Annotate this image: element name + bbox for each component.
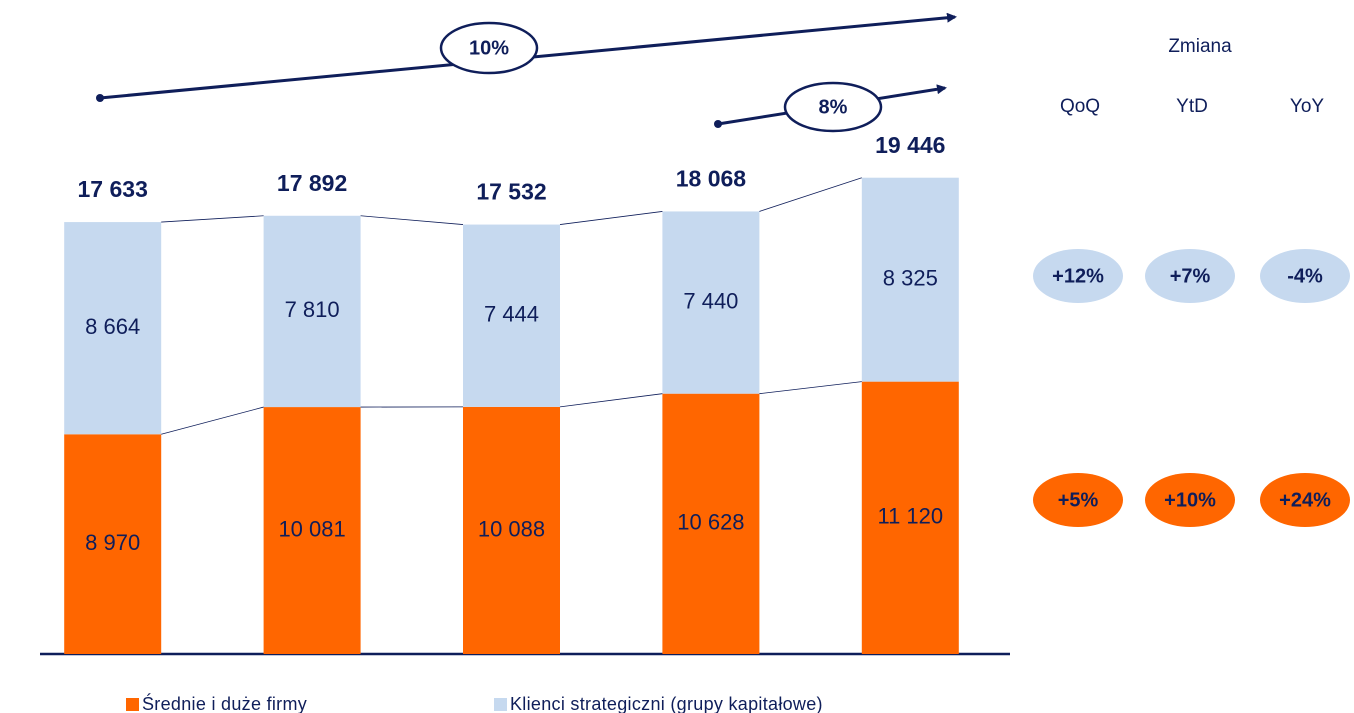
change-title: Zmiana bbox=[1168, 36, 1232, 57]
annotation: 10% bbox=[469, 37, 509, 59]
change-label: +7% bbox=[1170, 265, 1211, 287]
value-label: 10 628 bbox=[677, 510, 744, 535]
bar-segment bbox=[64, 222, 162, 435]
total-label: 18 068 bbox=[676, 166, 747, 192]
bar-segment bbox=[463, 224, 560, 407]
change-badge bbox=[1033, 249, 1123, 303]
bar-segment bbox=[64, 434, 162, 654]
change-badge bbox=[1145, 249, 1235, 303]
total-label: 17 633 bbox=[78, 176, 148, 202]
bar-segment bbox=[263, 407, 361, 654]
bar-segment bbox=[463, 406, 560, 654]
connector bbox=[559, 211, 663, 225]
value-label: 7 810 bbox=[285, 297, 340, 322]
total-label: 19 446 bbox=[875, 132, 945, 158]
connector bbox=[360, 215, 464, 225]
connector bbox=[759, 177, 862, 212]
bar-segment bbox=[662, 211, 760, 394]
trend-arrow: 10% bbox=[96, 12, 957, 102]
legend-label: Klienci strategiczni (grupy kapitałowe) bbox=[510, 694, 823, 713]
change-label: -4% bbox=[1287, 265, 1323, 287]
column-header: YoY bbox=[1290, 96, 1324, 117]
trend-arrow: 8% bbox=[714, 81, 947, 133]
value-label: 7 444 bbox=[484, 302, 539, 327]
legend-label: Średnie i duże firmy bbox=[142, 693, 307, 713]
connector bbox=[161, 406, 264, 435]
value-label: 8 325 bbox=[883, 265, 938, 290]
total-label: 17 532 bbox=[476, 179, 546, 205]
bar-segment bbox=[861, 177, 959, 382]
value-label: 7 440 bbox=[683, 288, 738, 313]
connector bbox=[759, 381, 862, 395]
bar-segment bbox=[861, 381, 959, 654]
change-label: +12% bbox=[1052, 265, 1104, 287]
change-badge bbox=[1260, 473, 1350, 527]
bar-segment bbox=[263, 215, 361, 408]
legend-swatch bbox=[126, 698, 139, 711]
change-badge bbox=[1145, 473, 1235, 527]
bar-segment bbox=[662, 393, 760, 654]
value-label: 10 081 bbox=[278, 516, 345, 541]
column-header: QoQ bbox=[1060, 96, 1100, 117]
change-badge bbox=[1260, 249, 1350, 303]
value-label: 10 088 bbox=[478, 516, 545, 541]
change-label: +24% bbox=[1279, 489, 1331, 511]
value-label: 11 120 bbox=[877, 504, 943, 529]
value-label: 8 664 bbox=[85, 314, 140, 339]
change-label: +5% bbox=[1058, 489, 1099, 511]
change-label: +10% bbox=[1164, 489, 1216, 511]
change-badge bbox=[1033, 473, 1123, 527]
legend-swatch bbox=[494, 698, 507, 711]
connector bbox=[161, 215, 264, 223]
annotation: 8% bbox=[819, 96, 848, 118]
total-label: 17 892 bbox=[277, 170, 347, 196]
connector bbox=[559, 393, 663, 408]
column-header: YtD bbox=[1176, 96, 1208, 117]
value-label: 8 970 bbox=[85, 530, 140, 555]
